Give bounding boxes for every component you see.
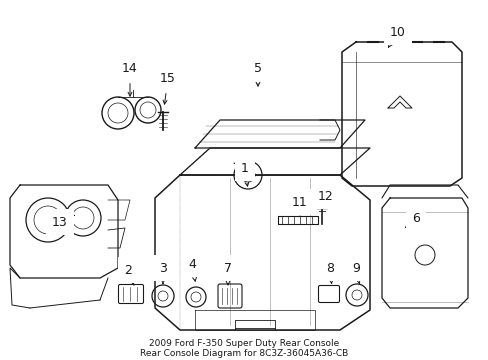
Text: 13: 13 [52, 215, 74, 229]
Text: 4: 4 [188, 257, 196, 281]
Text: 2009 Ford F-350 Super Duty Rear Console: 2009 Ford F-350 Super Duty Rear Console [149, 339, 339, 348]
Text: 15: 15 [160, 72, 176, 104]
Text: Rear Console Diagram for 8C3Z-36045A36-CB: Rear Console Diagram for 8C3Z-36045A36-C… [140, 350, 348, 359]
Text: 3: 3 [159, 261, 166, 284]
Text: 14: 14 [122, 62, 138, 96]
Text: 1: 1 [241, 162, 248, 186]
Text: 9: 9 [351, 261, 360, 284]
Text: 2: 2 [124, 264, 134, 285]
Text: 5: 5 [253, 62, 262, 86]
Text: 7: 7 [224, 261, 231, 285]
Text: 12: 12 [318, 189, 333, 204]
Text: 10: 10 [387, 26, 405, 47]
Text: 6: 6 [405, 211, 419, 228]
Text: 11: 11 [291, 195, 307, 215]
Text: 8: 8 [325, 261, 333, 284]
